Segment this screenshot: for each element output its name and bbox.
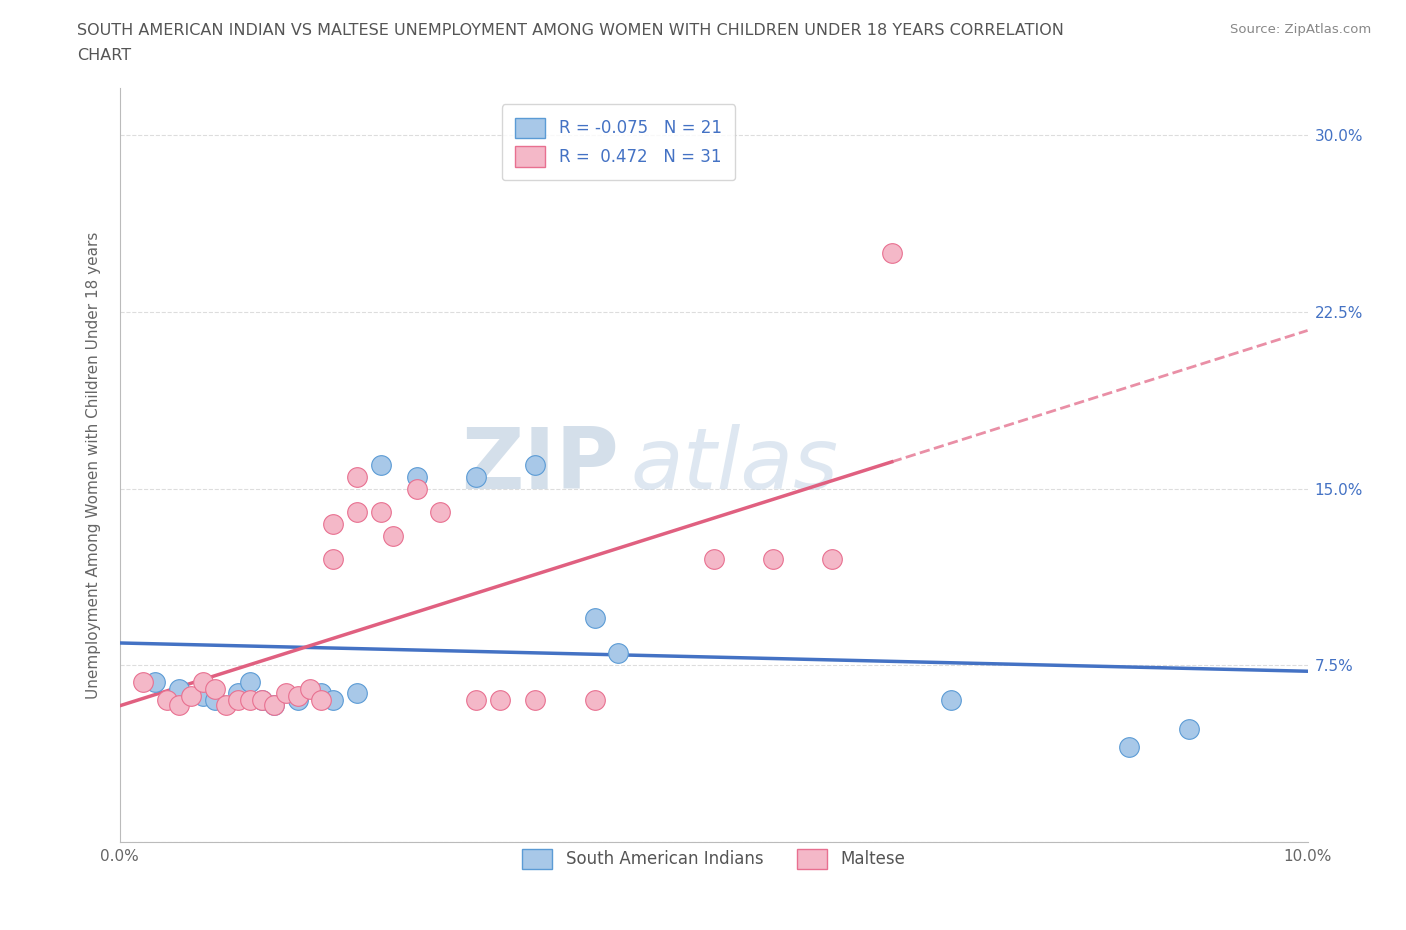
Point: [250, 693, 273, 708]
Point: [228, 693, 250, 708]
Point: [311, 693, 333, 708]
Point: [405, 481, 427, 496]
Point: [381, 528, 404, 543]
Point: [239, 693, 262, 708]
Point: [191, 688, 214, 703]
Point: [405, 470, 427, 485]
Point: [191, 674, 214, 689]
Point: [287, 688, 309, 703]
Point: [1118, 740, 1140, 755]
Point: [583, 611, 606, 626]
Text: atlas: atlas: [630, 423, 838, 507]
Point: [228, 686, 250, 701]
Point: [132, 674, 155, 689]
Point: [263, 698, 285, 712]
Point: [250, 693, 273, 708]
Point: [322, 516, 344, 531]
Point: [583, 693, 606, 708]
Point: [298, 681, 321, 696]
Point: [167, 698, 190, 712]
Point: [370, 505, 392, 520]
Point: [167, 681, 190, 696]
Text: ZIP: ZIP: [461, 423, 619, 507]
Point: [156, 693, 179, 708]
Point: [464, 470, 488, 485]
Point: [311, 686, 333, 701]
Point: [524, 458, 547, 472]
Text: SOUTH AMERICAN INDIAN VS MALTESE UNEMPLOYMENT AMONG WOMEN WITH CHILDREN UNDER 18: SOUTH AMERICAN INDIAN VS MALTESE UNEMPLO…: [77, 23, 1064, 38]
Point: [322, 693, 344, 708]
Text: Source: ZipAtlas.com: Source: ZipAtlas.com: [1230, 23, 1371, 36]
Point: [607, 646, 630, 661]
Point: [821, 551, 844, 566]
Point: [215, 698, 238, 712]
Text: CHART: CHART: [77, 48, 131, 63]
Point: [346, 686, 368, 701]
Point: [762, 551, 785, 566]
Point: [346, 505, 368, 520]
Point: [488, 693, 510, 708]
Point: [239, 674, 262, 689]
Point: [880, 246, 903, 260]
Legend: South American Indians, Maltese: South American Indians, Maltese: [509, 835, 918, 883]
Point: [287, 693, 309, 708]
Point: [1178, 722, 1201, 737]
Point: [204, 693, 226, 708]
Y-axis label: Unemployment Among Women with Children Under 18 years: Unemployment Among Women with Children U…: [86, 232, 101, 698]
Point: [370, 458, 392, 472]
Point: [204, 681, 226, 696]
Point: [322, 551, 344, 566]
Point: [429, 505, 451, 520]
Point: [524, 693, 547, 708]
Point: [941, 693, 963, 708]
Point: [263, 698, 285, 712]
Point: [143, 674, 166, 689]
Point: [274, 686, 297, 701]
Point: [180, 688, 202, 703]
Point: [464, 693, 488, 708]
Point: [346, 470, 368, 485]
Point: [703, 551, 725, 566]
